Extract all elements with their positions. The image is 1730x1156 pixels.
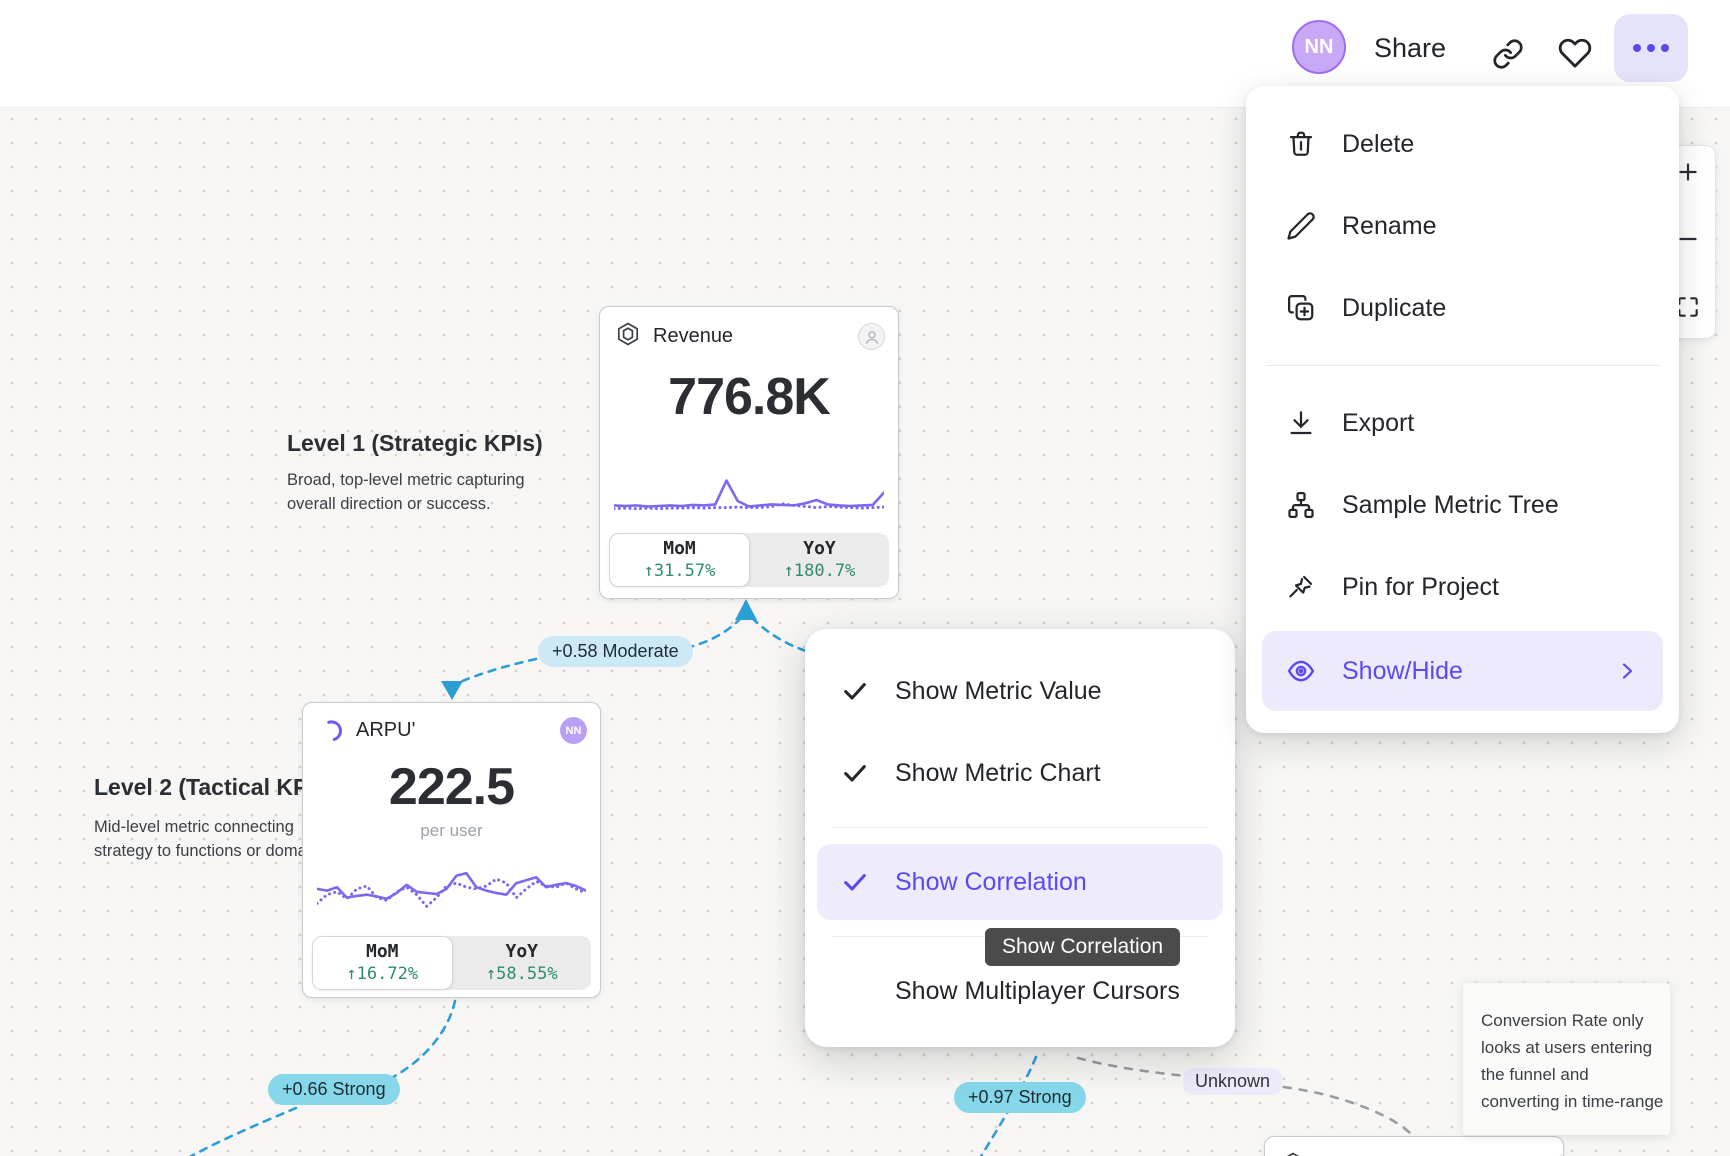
menu-item-sample-metric-tree[interactable]: Sample Metric Tree xyxy=(1262,467,1663,543)
menu-item-rename[interactable]: Rename xyxy=(1262,188,1663,264)
check-icon xyxy=(844,874,866,891)
tab-mom[interactable]: MoM ↑31.57% xyxy=(609,533,750,587)
show-correlation-tooltip: Show Correlation xyxy=(985,928,1181,966)
fit-view-button[interactable] xyxy=(1675,294,1701,320)
level2-description: Mid-level metric connecting strategy to … xyxy=(94,818,307,860)
duplicate-icon xyxy=(1288,295,1314,321)
menu-item-pin-for-project[interactable]: Pin for Project xyxy=(1262,549,1663,625)
card-title: ARPU' xyxy=(356,719,416,741)
tab-yoy[interactable]: YoY ↑58.55% xyxy=(485,941,558,984)
arc-metric-icon xyxy=(315,714,348,747)
more-options-menu: Delete Rename Duplicate Export Sample Me… xyxy=(1246,86,1679,733)
menu-item-delete[interactable]: Delete xyxy=(1262,106,1663,182)
pin-icon xyxy=(1289,575,1313,598)
more-options-button[interactable] xyxy=(1614,14,1688,82)
menu-item-show-hide[interactable]: Show/Hide xyxy=(1262,631,1663,711)
submenu-item-show-metric-value[interactable]: Show Metric Value xyxy=(817,653,1223,729)
metric-card-arpu[interactable]: ARPU' NN 222.5 per user MoM ↑16.72% YoY … xyxy=(302,702,601,998)
metric-value: 222.5 xyxy=(388,758,515,816)
menu-item-export[interactable]: Export xyxy=(1262,385,1663,461)
metric-unit: per user xyxy=(420,821,483,840)
share-button[interactable]: Share xyxy=(1374,33,1447,63)
card-title: Revenue xyxy=(653,325,734,347)
zoom-out-button[interactable] xyxy=(1675,226,1701,252)
tab-mom[interactable]: MoM ↑16.72% xyxy=(312,936,453,990)
correlation-badge-moderate[interactable]: +0.58 Moderate xyxy=(538,636,693,667)
download-icon xyxy=(1290,411,1312,435)
favorite-heart-icon[interactable] xyxy=(1558,36,1592,75)
check-icon xyxy=(844,765,866,782)
hexagon-badge-icon xyxy=(1280,1151,1306,1156)
submenu-item-show-metric-chart[interactable]: Show Metric Chart xyxy=(817,735,1223,811)
submenu-item-show-correlation[interactable]: Show Correlation xyxy=(817,844,1223,920)
eye-icon xyxy=(1287,660,1315,682)
chevron-right-icon xyxy=(1622,663,1633,679)
tree-hierarchy-icon xyxy=(1288,492,1314,518)
hexagon-badge-icon xyxy=(615,321,641,352)
pencil-icon xyxy=(1287,212,1315,240)
show-hide-submenu: Show Metric Value Show Metric Chart Show… xyxy=(805,629,1235,1047)
metric-card-purchase-conversion[interactable]: Purchase Conversion R xyxy=(1264,1136,1564,1156)
ghost-avatar-icon xyxy=(858,323,885,350)
zoom-in-button[interactable] xyxy=(1675,159,1701,185)
comparison-tabs: MoM ↑16.72% YoY ↑58.55% xyxy=(312,936,591,990)
collaborator-avatar: NN xyxy=(560,717,587,744)
menu-item-duplicate[interactable]: Duplicate xyxy=(1262,270,1663,346)
correlation-badge-strong-097[interactable]: +0.97 Strong xyxy=(954,1082,1086,1113)
tab-yoy[interactable]: YoY ↑180.7% xyxy=(783,538,856,581)
check-icon xyxy=(844,683,866,700)
correlation-badge-unknown[interactable]: Unknown xyxy=(1183,1068,1283,1095)
level1-description: Broad, top-level metric capturing overal… xyxy=(287,471,525,513)
level1-title: Level 1 (Strategic KPIs) xyxy=(287,430,543,456)
conversion-rate-tooltip: Conversion Rate only looks at users ente… xyxy=(1463,983,1670,1135)
level2-title: Level 2 (Tactical KPIs) xyxy=(94,774,336,800)
sparkline-chart xyxy=(317,871,586,908)
trash-icon xyxy=(1289,131,1313,156)
user-avatar[interactable]: NN xyxy=(1292,20,1346,74)
metric-card-revenue[interactable]: Revenue 776.8K MoM ↑31.57% YoY ↑180.7% xyxy=(599,306,899,599)
sparkline-chart xyxy=(614,479,884,511)
comparison-tabs: MoM ↑31.57% YoY ↑180.7% xyxy=(609,533,889,587)
metric-value: 776.8K xyxy=(668,368,831,426)
copy-link-icon[interactable] xyxy=(1492,38,1524,75)
correlation-badge-strong-066[interactable]: +0.66 Strong xyxy=(268,1074,400,1105)
submenu-item-show-multiplayer-cursors[interactable]: Show Multiplayer Cursors xyxy=(895,976,1180,1005)
